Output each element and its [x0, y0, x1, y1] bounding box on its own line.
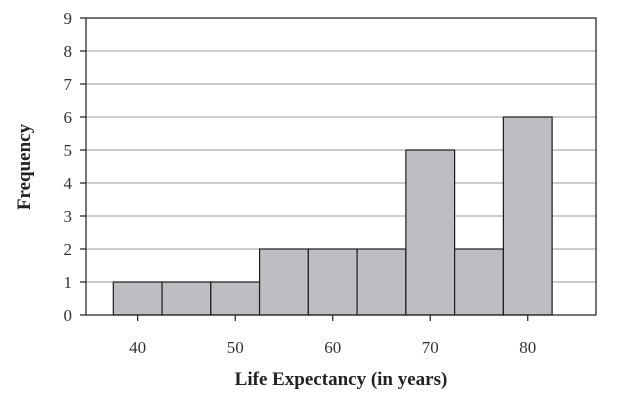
- y-tick-label-5: 5: [64, 141, 73, 160]
- histogram-bar-3: [258, 248, 309, 316]
- x-tick-label-70: 70: [422, 338, 439, 357]
- y-tick-label-3: 3: [64, 207, 73, 226]
- histogram-bar-2: [210, 281, 261, 316]
- y-tick-label-0: 0: [64, 306, 73, 325]
- y-tick-label-6: 6: [64, 108, 73, 127]
- y-tick-label-8: 8: [64, 42, 73, 61]
- y-tick-label-1: 1: [64, 273, 73, 292]
- histogram-bar-0: [112, 281, 163, 316]
- y-axis-title: Frequency: [14, 123, 35, 210]
- y-tick-label-2: 2: [64, 240, 73, 259]
- y-axis-ticks: 0 1 2 3 4 5 6 7 8 9: [64, 9, 86, 325]
- plot-frame: [85, 17, 597, 316]
- x-tick-label-60: 60: [324, 338, 341, 357]
- x-tick-label-80: 80: [519, 338, 536, 357]
- x-tick-label-50: 50: [227, 338, 244, 357]
- x-axis-ticks: 40 50 60 70 80: [129, 315, 536, 357]
- histogram-bar-1: [161, 281, 212, 316]
- histogram-bar-4: [307, 248, 358, 316]
- histogram-bar-5: [356, 248, 407, 316]
- histogram-bar-6: [405, 149, 456, 316]
- x-tick-label-40: 40: [129, 338, 146, 357]
- y-tick-label-4: 4: [64, 174, 73, 193]
- histogram-bar-7: [454, 248, 504, 316]
- x-axis-title: Life Expectancy (in years): [235, 369, 448, 390]
- gridlines: [86, 50, 596, 283]
- y-tick-label-7: 7: [64, 75, 73, 94]
- y-tick-label-9: 9: [64, 9, 73, 28]
- histogram-bars: [112, 116, 553, 316]
- histogram-bar-8: [502, 116, 553, 316]
